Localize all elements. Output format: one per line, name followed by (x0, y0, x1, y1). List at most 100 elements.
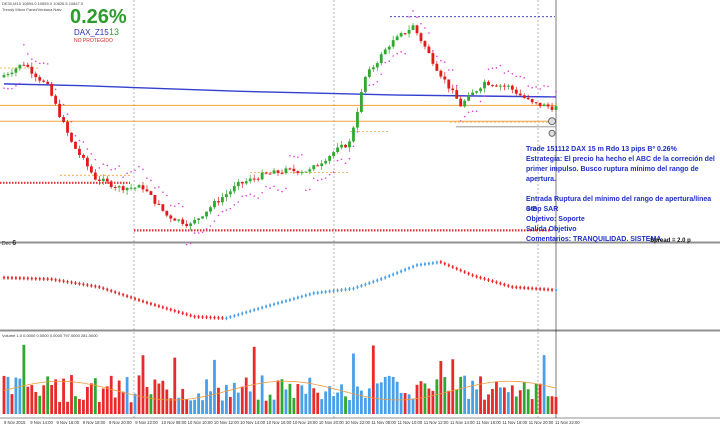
oscillator-dot (233, 314, 236, 317)
candle-body (58, 103, 61, 118)
volume-bar (252, 346, 256, 414)
x-tick-label: 10 Nov 20:00 (319, 420, 345, 425)
oscillator-dot (411, 265, 415, 268)
sar-dot (58, 100, 61, 102)
oscillator-dot (455, 267, 458, 270)
oscillator-dot (106, 288, 109, 291)
volume-bar (439, 360, 443, 414)
candle-body (232, 186, 236, 192)
volume-bar (491, 388, 494, 414)
sar-dot (531, 86, 533, 89)
candle-body (201, 216, 204, 219)
volume-bar (487, 394, 490, 414)
oscillator-dot (249, 310, 252, 313)
oscillator-dot (415, 264, 419, 267)
volume-bar (383, 376, 387, 414)
sar-dot (535, 86, 537, 88)
oscillator-dot (336, 289, 339, 292)
sar-dot (102, 163, 105, 165)
oscillator-dot (253, 308, 256, 312)
oscillator-dot (503, 283, 506, 286)
candle-body (62, 117, 65, 122)
oscillator-dot (368, 282, 371, 285)
sar-dot (15, 84, 17, 87)
oscillator-dot (153, 303, 157, 307)
sar-dot (154, 187, 156, 189)
x-tick-label: 9 Nov 18:00 (83, 420, 106, 425)
candle-body (363, 76, 367, 93)
oscillator-dot (360, 284, 363, 287)
candle-body (395, 36, 399, 41)
oscillator-dot (527, 287, 530, 290)
oscillator-dot (479, 276, 482, 279)
volume-bar (217, 387, 220, 414)
candle-body (70, 132, 73, 142)
candle-body (288, 168, 292, 170)
trade-note-line-1: Estrategia: El precio ha hecho el ABC de… (526, 156, 715, 163)
candle-body (538, 102, 542, 107)
volume-bar (534, 383, 538, 414)
volume-bar (236, 392, 240, 414)
x-tick-label: 9 Nov 22:00 (135, 420, 158, 425)
sar-dot (388, 60, 391, 62)
sar-dot (364, 90, 367, 93)
candle-body (371, 67, 375, 70)
sar-dot (249, 193, 252, 196)
volume-bar (538, 383, 542, 414)
candle-body (14, 68, 18, 73)
volume-bar (332, 396, 336, 414)
volume-bar (288, 383, 292, 414)
volume-bar (97, 401, 101, 414)
entry-marker (548, 117, 556, 126)
candle-body (205, 211, 208, 217)
sar-dot (27, 53, 29, 55)
oscillator-dot (221, 316, 224, 320)
candle-body (101, 178, 105, 181)
sar-dot (336, 159, 339, 162)
volume-bar (169, 398, 173, 414)
sar-dot (193, 232, 196, 234)
x-tick-label: 9 Nov 16:00 (56, 420, 79, 425)
oscillator-dot (38, 277, 41, 280)
volume-bar (344, 396, 347, 414)
volume-bar (340, 384, 343, 414)
sar-dot (138, 165, 140, 168)
candle-body (296, 171, 300, 173)
candle-body (50, 83, 54, 96)
sar-dot (348, 157, 351, 160)
oscillator-dot (296, 296, 299, 299)
candle-body (276, 170, 280, 173)
volume-bar (74, 396, 77, 414)
sar-dot (447, 69, 450, 71)
oscillator-dot (471, 274, 474, 277)
volume-bar (93, 378, 97, 414)
sar-dot (114, 168, 116, 170)
volume-bar (244, 377, 248, 414)
sar-dot (507, 70, 510, 73)
volume-bar (145, 387, 149, 414)
oscillator-dot (122, 293, 125, 296)
sar-dot (499, 64, 502, 67)
oscillator-dot (288, 298, 292, 301)
sar-dot (134, 169, 136, 172)
oscillator-dot (487, 278, 490, 282)
candle-body (22, 64, 26, 66)
candle-body (169, 215, 173, 219)
candle-body (502, 85, 506, 87)
left-marker-text: Dec (2, 241, 11, 247)
volume-bar (403, 393, 407, 414)
candle-body (292, 168, 296, 172)
volume-bar (149, 394, 153, 414)
trade-note-line-8: Salida Objetivo (526, 226, 577, 233)
candle-body (6, 74, 10, 76)
candle-body (467, 95, 471, 101)
sar-dot (440, 59, 442, 62)
candle-body (443, 76, 447, 80)
oscillator-dot (58, 279, 61, 282)
candle-body (383, 49, 387, 55)
x-tick-label: 9 Nov 2015 (4, 420, 26, 425)
volume-bar (276, 380, 280, 414)
sar-dot (459, 120, 462, 122)
sar-dot (312, 177, 315, 180)
candle-body (157, 203, 161, 205)
